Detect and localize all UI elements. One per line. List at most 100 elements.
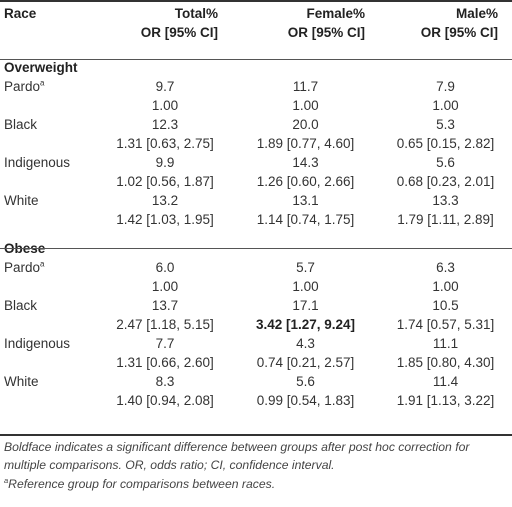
percent-cell: 5.6 — [436, 155, 455, 170]
race-label: Indigenous — [0, 153, 98, 172]
odds-ratio-cell: 1.00 — [292, 98, 319, 113]
header-rule — [0, 59, 512, 60]
table-row: Pardoa 9.7 11.7 7.9 — [0, 77, 512, 96]
odds-ratio-cell: 1.00 — [151, 98, 179, 113]
race-label: Pardoa — [0, 77, 98, 96]
odds-ratio-cell: 1.00 — [432, 98, 459, 113]
percent-cell: 9.9 — [155, 155, 175, 170]
percent-cell: 13.7 — [151, 298, 179, 313]
header-female: Female% OR [95% CI] — [232, 4, 379, 50]
percent-cell: 17.1 — [292, 298, 319, 313]
odds-ratio-cell: 1.85 [0.80, 4.30] — [396, 355, 495, 370]
percent-cell: 6.3 — [436, 260, 455, 275]
table-row: 1.31 [0.66, 2.60] 0.74 [0.21, 2.57] 1.85 [… — [0, 353, 512, 372]
footnote-reference-marker: a — [4, 475, 9, 485]
odds-ratio-cell: 1.31 [0.66, 2.60] — [116, 355, 214, 370]
odds-ratio-cell: 1.40 [0.94, 2.08] — [116, 393, 214, 408]
reference-marker: a — [40, 78, 45, 88]
section-title: Overweight — [4, 60, 78, 75]
table-row: 1.42 [1.03, 1.95] 1.14 [0.74, 1.75] 1.79 [… — [0, 210, 512, 229]
reference-marker: a — [40, 259, 45, 269]
table-row: Pardoa 6.0 5.7 6.3 — [0, 258, 512, 277]
race-name: White — [4, 374, 39, 389]
table-row: Indigenous 9.9 14.3 5.6 — [0, 153, 512, 172]
percent-cell: 13.3 — [432, 193, 459, 208]
odds-ratio-cell: 1.42 [1.03, 1.95] — [116, 212, 214, 227]
odds-ratio-cell: 1.00 — [292, 279, 319, 294]
header-male-line1: Male% — [455, 6, 498, 21]
header-total: Total% OR [95% CI] — [98, 4, 232, 50]
race-name: Indigenous — [4, 336, 71, 351]
percent-cell: 9.7 — [155, 79, 175, 94]
footnote-boldface-text: Boldface indicates a significant differe… — [4, 440, 470, 472]
percent-cell: 20.0 — [292, 117, 319, 132]
race-name: Indigenous — [4, 155, 71, 170]
table-row: 1.00 1.00 1.00 — [0, 277, 512, 296]
section-row: Obese — [0, 229, 512, 258]
odds-ratio-cell: 1.79 [1.11, 2.89] — [397, 212, 494, 227]
empty-cell — [0, 172, 98, 191]
footnote-reference: aReference group for comparisons between… — [4, 475, 508, 493]
header-row: Race Total% OR [95% CI] Female% OR [95% … — [0, 4, 512, 50]
header-female-line2: OR [95% CI] — [287, 25, 365, 40]
empty-cell — [0, 96, 98, 115]
race-name: White — [4, 193, 39, 208]
table-row: 2.47 [1.18, 5.15] 3.42 [1.27, 9.24] 1.74 [… — [0, 315, 512, 334]
table-row: Indigenous 7.7 4.3 11.1 — [0, 334, 512, 353]
footnote-boldface: Boldface indicates a significant differe… — [4, 438, 508, 474]
percent-cell: 6.0 — [155, 260, 175, 275]
race-name: Black — [4, 117, 38, 132]
percent-cell: 11.7 — [292, 79, 319, 94]
race-label: White — [0, 372, 98, 391]
percent-cell: 11.4 — [432, 374, 459, 389]
odds-ratio-cell: 1.91 [1.13, 3.22] — [396, 393, 495, 408]
race-label: White — [0, 191, 98, 210]
percent-cell: 13.2 — [151, 193, 179, 208]
footnote-reference-text: Reference group for comparisons between … — [8, 477, 276, 491]
header-race: Race — [4, 6, 37, 21]
empty-cell — [0, 134, 98, 153]
empty-cell — [0, 315, 98, 334]
percent-cell: 11.1 — [432, 336, 459, 351]
empty-cell — [0, 353, 98, 372]
percent-cell: 14.3 — [292, 155, 319, 170]
odds-ratio-cell: 1.14 [0.74, 1.75] — [256, 212, 355, 227]
odds-ratio-cell: 1.89 [0.77, 4.60] — [256, 136, 355, 151]
header-total-line2: OR [95% CI] — [140, 25, 218, 40]
percent-cell: 7.7 — [155, 336, 175, 351]
race-label: Pardoa — [0, 258, 98, 277]
top-rule — [0, 0, 512, 2]
race-label: Indigenous — [0, 334, 98, 353]
odds-ratio-cell: 1.02 [0.56, 1.87] — [116, 174, 214, 189]
odds-ratio-cell: 1.26 [0.60, 2.66] — [256, 174, 355, 189]
header-female-line1: Female% — [306, 6, 365, 21]
table-body: Overweight Pardoa 9.7 11.7 7.9 1.00 1.00 1.00 Bl… — [0, 50, 512, 410]
odds-ratio-cell: 1.00 — [151, 279, 179, 294]
table-row: 1.02 [0.56, 1.87] 1.26 [0.60, 2.66] 0.68 [… — [0, 172, 512, 191]
empty-cell — [0, 391, 98, 410]
percent-cell: 12.3 — [151, 117, 179, 132]
race-label: Black — [0, 296, 98, 315]
odds-ratio-cell: 1.00 — [432, 279, 459, 294]
race-name: Black — [4, 298, 38, 313]
table-row: 1.40 [0.94, 2.08] 0.99 [0.54, 1.83] 1.91 [… — [0, 391, 512, 410]
percent-cell: 7.9 — [436, 79, 455, 94]
odds-ratio-cell: 2.47 [1.18, 5.15] — [116, 317, 214, 332]
race-label: Black — [0, 115, 98, 134]
section-row: Overweight — [0, 50, 512, 77]
odds-ratio-cell: 0.68 [0.23, 2.01] — [396, 174, 495, 189]
odds-ratio-cell: 1.74 [0.57, 5.31] — [396, 317, 495, 332]
odds-ratio-cell: 3.42 [1.27, 9.24] — [255, 317, 356, 332]
table-row: White 8.3 5.6 11.4 — [0, 372, 512, 391]
odds-ratio-cell: 0.99 [0.54, 1.83] — [256, 393, 355, 408]
percent-cell: 5.6 — [296, 374, 315, 389]
table-row: 1.31 [0.63, 2.75] 1.89 [0.77, 4.60] 0.65 [… — [0, 134, 512, 153]
race-name: Pardo — [4, 260, 41, 275]
empty-cell — [0, 277, 98, 296]
race-name: Pardo — [4, 79, 41, 94]
table-row: Black 12.3 20.0 5.3 — [0, 115, 512, 134]
percent-cell: 13.1 — [292, 193, 319, 208]
odds-ratio-cell: 1.31 [0.63, 2.75] — [116, 136, 214, 151]
percent-cell: 10.5 — [432, 298, 459, 313]
bottom-rule — [0, 434, 512, 436]
